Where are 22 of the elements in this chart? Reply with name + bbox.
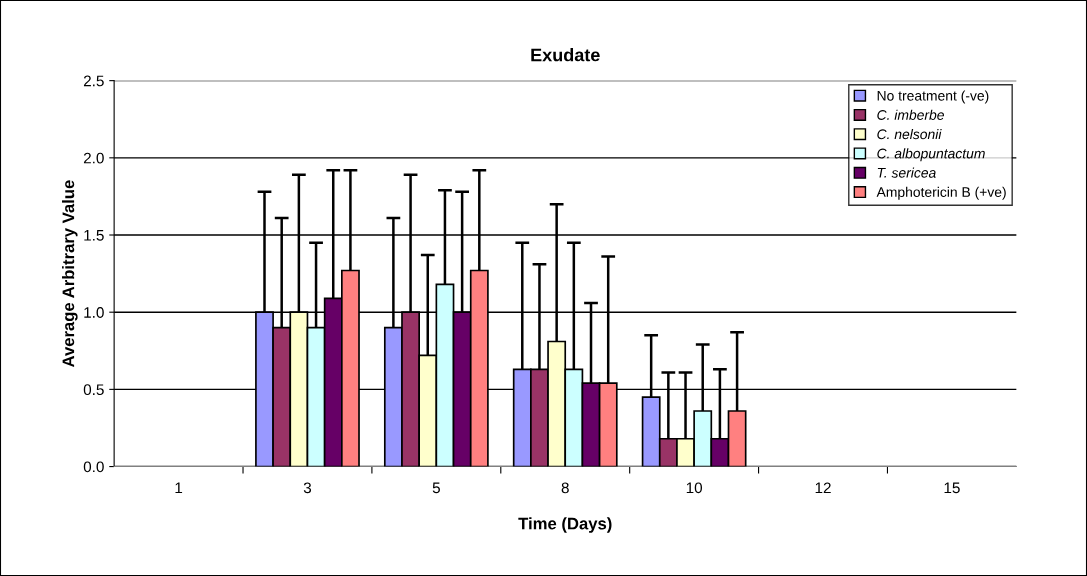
y-tick-label: 0.5	[83, 384, 104, 396]
y-axis-title: Average Arbitrary Value	[62, 180, 78, 368]
legend-label: Amphotericin B (+ve)	[876, 186, 1006, 200]
legend-label: C. nelsonii	[877, 128, 942, 140]
x-tick-label: 3	[303, 482, 312, 494]
legend-label: C. albopuntactum	[877, 148, 985, 162]
legend-label: T. sericea	[877, 167, 936, 178]
chart-title: Exudate	[531, 48, 600, 62]
y-tick-label: 1.5	[84, 230, 104, 241]
x-tick-label: 1	[175, 482, 183, 494]
x-tick-label: 12	[815, 482, 831, 494]
y-tick-label: 2.0	[83, 152, 104, 164]
legend-label: C. imberbe	[877, 109, 944, 120]
x-tick-label: 15	[944, 482, 960, 494]
legend-label: No treatment (-ve)	[877, 90, 989, 104]
x-tick-label: 10	[686, 482, 703, 494]
x-tick-label: 8	[561, 482, 569, 494]
y-tick-label: 0.0	[83, 461, 104, 473]
y-tick-label: 2.5	[83, 75, 104, 87]
x-tick-label: 5	[432, 482, 440, 494]
y-tick-label: 1.0	[84, 307, 104, 318]
x-axis-title: Time (Days)	[518, 517, 612, 533]
